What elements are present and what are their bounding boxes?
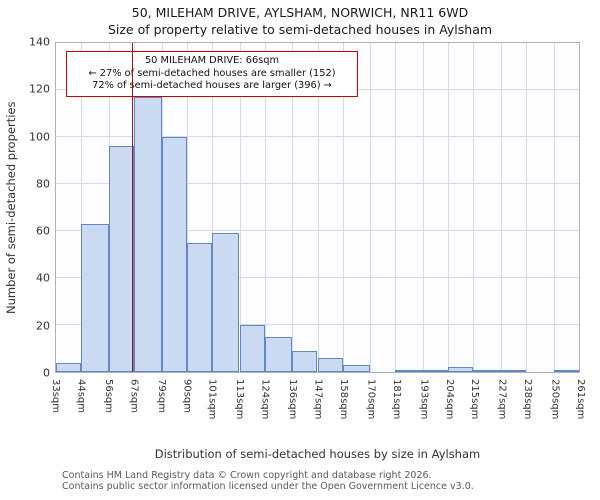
- gridline-vertical: [239, 43, 241, 372]
- gridline-vertical: [264, 43, 266, 372]
- y-tick-label: 60: [36, 224, 50, 238]
- histogram-bar: [133, 97, 162, 372]
- y-tick-label: 120: [29, 82, 50, 96]
- x-tick-label: 136sqm: [287, 379, 299, 420]
- x-tick-label: 147sqm: [312, 379, 324, 420]
- x-tick-label: 90sqm: [181, 379, 193, 414]
- gridline-vertical: [211, 43, 213, 372]
- y-tick-label: 0: [43, 366, 50, 380]
- footer-line1: Contains HM Land Registry data © Crown c…: [62, 470, 432, 481]
- x-axis-label: Distribution of semi-detached houses by …: [154, 447, 481, 461]
- property-marker-line: [131, 43, 134, 372]
- histogram-bar: [501, 369, 527, 372]
- x-tick-label: 101sqm: [206, 379, 218, 420]
- histogram-bar: [264, 336, 293, 372]
- histogram-bar: [292, 350, 318, 372]
- annotation-line3: 72% of semi-detached houses are larger (…: [92, 80, 332, 92]
- histogram-bar: [108, 146, 134, 372]
- gridline-vertical: [292, 43, 294, 372]
- gridline-vertical: [448, 43, 450, 372]
- histogram-bar: [473, 369, 501, 372]
- x-tick-label: 124sqm: [259, 379, 271, 420]
- x-tick-label: 56sqm: [102, 379, 114, 414]
- annotation-line1: 50 MILEHAM DRIVE: 66sqm: [144, 55, 280, 66]
- y-tick-label: 100: [29, 130, 50, 144]
- histogram-bar: [395, 369, 423, 372]
- y-tick-label: 80: [36, 177, 50, 191]
- y-tick-label: 140: [29, 35, 50, 49]
- gridline-vertical: [81, 43, 83, 372]
- gridline-vertical: [501, 43, 502, 372]
- x-tick-label: 33sqm: [50, 379, 61, 414]
- x-tick-label: 67sqm: [128, 379, 140, 414]
- annotation-line2: ← 27% of semi-detached houses are smalle…: [88, 67, 336, 79]
- x-tick-label: 79sqm: [155, 379, 167, 414]
- y-axis-label: Number of semi-detached properties: [4, 101, 18, 314]
- x-tick-label: 215sqm: [469, 379, 481, 420]
- x-tick-labels: 33sqm 44sqm 56sqm 67sqm 79sqm 90sqm 101sqm 113s…: [50, 377, 586, 445]
- gridline-vertical: [317, 43, 319, 372]
- gridline-vertical: [342, 43, 344, 372]
- histogram-bar: [161, 137, 187, 372]
- histogram-bar: [186, 242, 212, 372]
- x-tick-label: 261sqm: [575, 379, 586, 420]
- y-tick-labels: 0 20 40 60 80 100 120 140: [26, 37, 52, 379]
- x-tick-label: 227sqm: [496, 379, 508, 420]
- histogram-bar: [342, 364, 371, 372]
- gridline-vertical: [395, 43, 397, 372]
- chart-subtitle: Size of property relative to semi-detach…: [107, 22, 493, 37]
- x-tick-label: 181sqm: [390, 379, 402, 420]
- plot-area: 50 MILEHAM DRIVE: 66sqm ← 27% of semi-de…: [55, 42, 580, 373]
- chart-title: 50, MILEHAM DRIVE, AYLSHAM, NORWICH, NR1…: [131, 5, 469, 20]
- histogram-bar: [448, 367, 474, 372]
- gridline-vertical: [186, 43, 188, 372]
- gridline-vertical: [473, 43, 475, 372]
- histogram-bar: [239, 325, 265, 372]
- footer-line2: Contains public sector information licen…: [62, 480, 474, 492]
- gridline-vertical: [423, 43, 425, 372]
- gridline-vertical: [553, 43, 555, 372]
- x-tick-label: 113sqm: [234, 379, 246, 420]
- histogram-bar: [211, 233, 240, 372]
- footer: Contains HM Land Registry data © Crown c…: [62, 470, 474, 493]
- histogram-bar: [56, 362, 82, 372]
- x-tick-label: 158sqm: [337, 379, 349, 420]
- x-tick-label: 238sqm: [522, 379, 534, 420]
- histogram-bar: [81, 223, 109, 372]
- x-tick-label: 193sqm: [418, 379, 430, 420]
- histogram-bar: [553, 369, 579, 372]
- gridline-vertical: [526, 43, 528, 372]
- gridline-vertical: [370, 43, 372, 372]
- y-tick-label: 40: [36, 271, 50, 285]
- y-tick-label: 20: [36, 319, 50, 333]
- x-tick-label: 44sqm: [75, 379, 87, 414]
- x-tick-label: 170sqm: [365, 379, 377, 420]
- x-tick-label: 204sqm: [443, 379, 455, 420]
- marker-annotation: 50 MILEHAM DRIVE: 66sqm ← 27% of semi-de…: [66, 51, 358, 97]
- histogram-bar: [423, 369, 449, 372]
- x-tick-label: 250sqm: [549, 379, 561, 420]
- histogram-bar: [317, 357, 343, 372]
